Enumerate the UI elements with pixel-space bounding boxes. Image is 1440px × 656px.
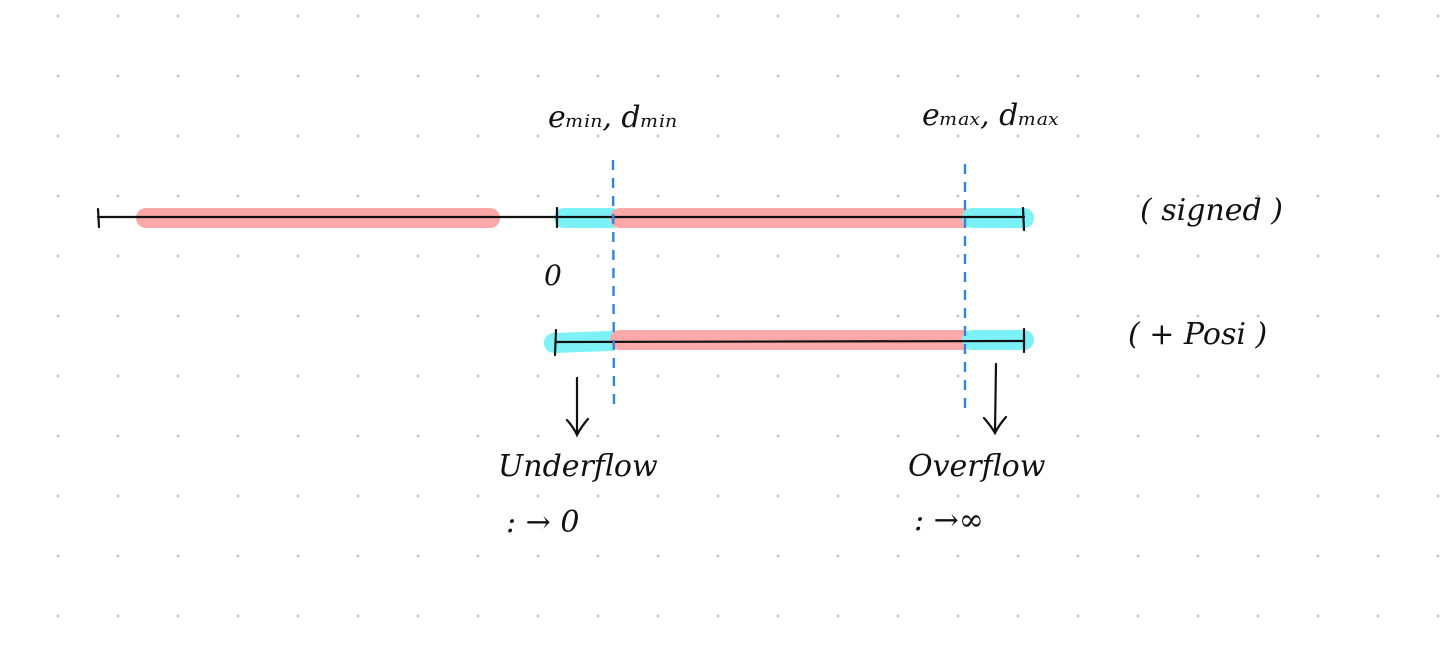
signed-tick-min <box>96 207 101 229</box>
underflow-label: Underflow <box>498 449 658 484</box>
positive-label: ( + Posi ) <box>1128 317 1268 352</box>
underflow-arrow <box>565 376 590 438</box>
zero-label: 0 <box>544 259 562 292</box>
positive-number-line <box>554 339 1026 344</box>
emin-threshold-line <box>611 159 616 405</box>
signed-label: ( signed ) <box>1140 193 1283 228</box>
overflow-arrow <box>982 362 1008 436</box>
overflow-label: Overflow <box>908 449 1046 484</box>
emin-dmin-label: eₘᵢₙ, dₘᵢₙ <box>548 100 678 135</box>
to-zero-label: : → 0 <box>506 505 580 540</box>
signed-tick-max <box>1021 206 1026 232</box>
to-infinity-label: : →∞ <box>914 503 984 538</box>
positive-tick-zero <box>553 328 558 357</box>
emax-dmax-label: eₘₐₓ, dₘₐₓ <box>922 98 1059 133</box>
